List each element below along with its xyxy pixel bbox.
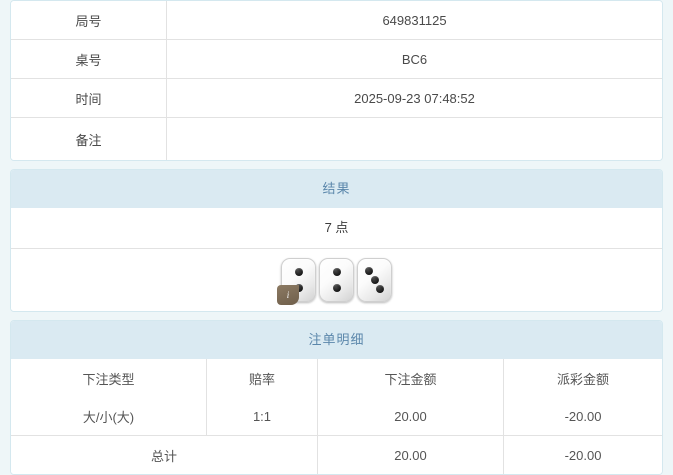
die-pip	[365, 267, 373, 275]
cell-bet-type: 大/小(大)	[11, 397, 207, 436]
bet-detail-table: 下注类型 赔率 下注金额 派彩金额 大/小(大) 1:1 20.00 -20.0…	[11, 359, 662, 474]
bet-detail-card: 注单明细 下注类型 赔率 下注金额 派彩金额 大/小(大) 1:1 20.00 …	[10, 320, 663, 475]
die-2	[319, 258, 354, 302]
cell-odds: 1:1	[206, 397, 318, 436]
die-pip	[294, 268, 303, 276]
info-label-remark: 备注	[11, 117, 167, 160]
result-points-value: 7 点	[11, 208, 662, 249]
page-root: 局号 649831125 桌号 BC6 时间 2025-09-23 07:48:…	[10, 0, 663, 475]
cell-total-bet-amount: 20.00	[317, 435, 504, 474]
round-info-table: 局号 649831125 桌号 BC6 时间 2025-09-23 07:48:…	[11, 1, 662, 160]
table-row: 时间 2025-09-23 07:48:52	[11, 78, 662, 118]
info-value-round-no: 649831125	[166, 1, 662, 40]
die-pip	[370, 276, 379, 284]
info-value-table-no: BC6	[166, 39, 662, 79]
col-header-bet-type: 下注类型	[11, 359, 207, 397]
dice-row: i	[11, 249, 662, 311]
table-row: 大/小(大) 1:1 20.00 -20.00	[11, 397, 662, 436]
table-row: 桌号 BC6	[11, 39, 662, 79]
col-header-payout: 派彩金额	[503, 359, 662, 397]
round-info-card: 局号 649831125 桌号 BC6 时间 2025-09-23 07:48:…	[10, 0, 663, 161]
table-row: 备注	[11, 117, 662, 160]
table-row: 局号 649831125	[11, 1, 662, 40]
info-value-remark	[166, 117, 662, 160]
info-value-time: 2025-09-23 07:48:52	[166, 78, 662, 118]
result-card: 结果 7 点 i	[10, 169, 663, 312]
cell-payout: -20.00	[503, 397, 662, 436]
table-total-row: 总计 20.00 -20.00	[11, 435, 662, 474]
info-label-time: 时间	[11, 78, 167, 118]
info-label-round-no: 局号	[11, 1, 167, 40]
cell-total-label: 总计	[11, 435, 318, 474]
die-pip	[332, 268, 341, 276]
cell-total-payout: -20.00	[503, 435, 662, 474]
info-badge-icon[interactable]: i	[277, 285, 299, 305]
col-header-odds: 赔率	[206, 359, 318, 397]
col-header-bet-amount: 下注金额	[317, 359, 504, 397]
die-1: i	[277, 258, 316, 305]
result-section-title: 结果	[11, 170, 662, 208]
info-label-table-no: 桌号	[11, 39, 167, 79]
die-3	[357, 258, 392, 302]
cell-bet-amount: 20.00	[317, 397, 504, 436]
bet-detail-section-title: 注单明细	[11, 321, 662, 359]
die-pip	[376, 285, 384, 293]
die-pip	[332, 284, 341, 292]
dice-group: i	[277, 258, 392, 305]
table-header-row: 下注类型 赔率 下注金额 派彩金额	[11, 359, 662, 397]
